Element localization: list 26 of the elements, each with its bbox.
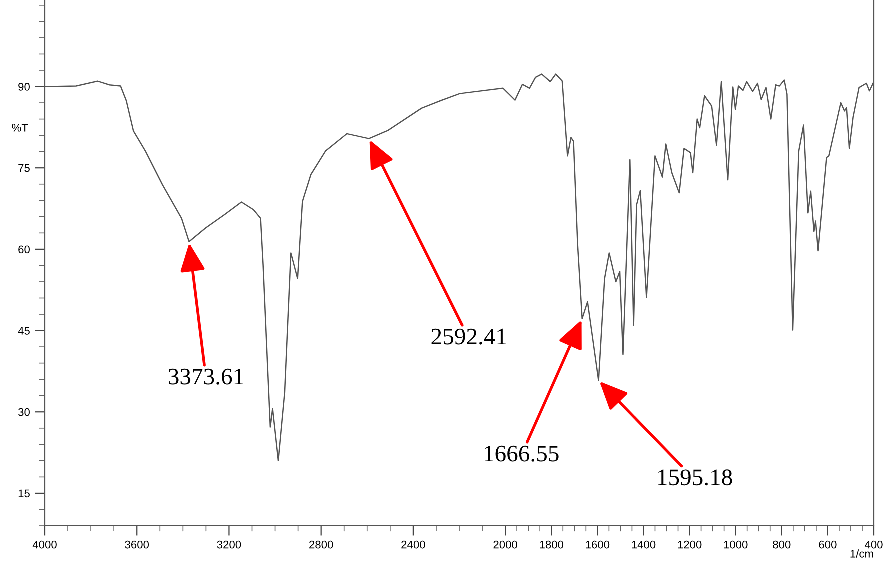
x-tick-label: 3600: [125, 540, 150, 549]
x-tick-label: 1200: [678, 540, 702, 549]
x-tick-label: 3200: [217, 540, 242, 549]
x-tick-label: 400: [864, 540, 883, 549]
x-tick-label: 2000: [494, 540, 518, 549]
x-tick-label: 2400: [402, 540, 426, 549]
y-tick-label: 30: [18, 408, 30, 416]
y-tick-label: 75: [18, 164, 30, 172]
x-tick-label: 2800: [310, 540, 334, 549]
y-tick-label: 45: [18, 327, 30, 335]
x-tick-label: 1800: [540, 540, 564, 549]
y-axis-title: %T: [12, 124, 28, 132]
x-tick-label: 4000: [32, 540, 57, 549]
x-tick-label: 600: [819, 540, 837, 549]
annotation: 1595.18: [658, 470, 732, 486]
x-axis-title: 1/cm: [850, 550, 874, 558]
x-tick-label: 1000: [724, 540, 748, 549]
annotation: 1666.55: [485, 446, 559, 462]
x-tick-label: 1600: [586, 540, 610, 549]
y-tick-label: 90: [18, 83, 30, 91]
annotation: 3373.61: [169, 368, 244, 385]
y-tick-label: 15: [18, 490, 30, 498]
x-tick-label: 800: [773, 540, 791, 549]
annotation: 2592.41: [432, 328, 506, 345]
x-tick-label: 1400: [632, 540, 656, 549]
y-tick-label: 60: [18, 246, 30, 254]
